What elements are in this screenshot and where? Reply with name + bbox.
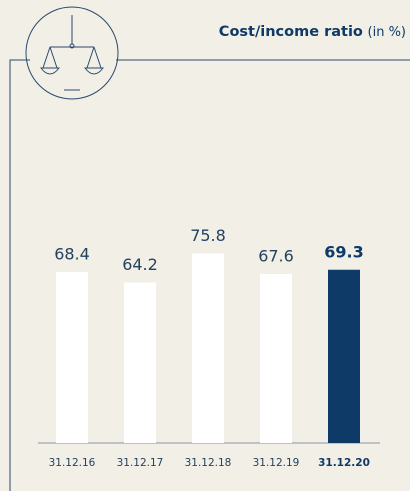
frame: [9, 6, 410, 491]
chart-title: Cost/income ratio: [219, 24, 363, 40]
bar: [328, 269, 360, 443]
icon-circle: [25, 6, 119, 100]
scale-icon: [39, 15, 105, 91]
bar: [192, 253, 224, 443]
value-label: 75.8: [190, 226, 226, 245]
bar: [260, 274, 292, 443]
x-tick-label: 31.12.17: [117, 457, 164, 469]
frame-left: [9, 59, 30, 491]
value-label: 69.3: [324, 242, 363, 261]
chart-title-group: Cost/income ratio (in %): [219, 24, 406, 40]
x-tick-label: 31.12.18: [185, 457, 232, 469]
value-label: 67.6: [258, 247, 294, 266]
chart-subtitle: (in %): [368, 25, 406, 40]
value-label: 68.4: [54, 245, 90, 264]
bar: [56, 272, 88, 443]
value-label: 64.2: [122, 255, 158, 274]
x-tick-label: 31.12.20: [318, 457, 370, 469]
x-tick-label: 31.12.19: [253, 457, 300, 469]
bar: [124, 282, 156, 443]
x-tick-label: 31.12.16: [49, 457, 96, 469]
